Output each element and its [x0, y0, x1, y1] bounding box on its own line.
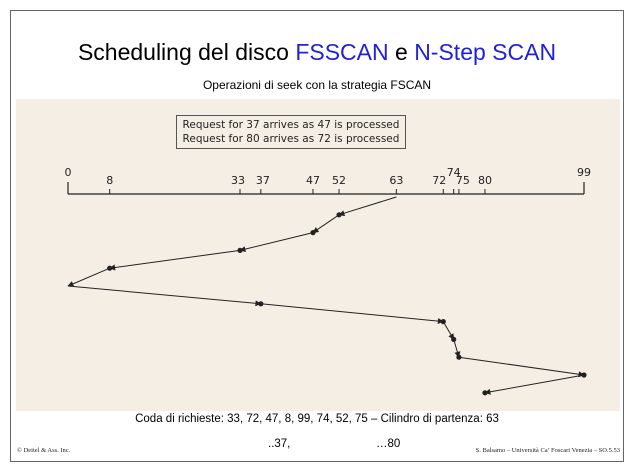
page-title: Scheduling del disco FSSCAN e N-Step SCA… — [11, 39, 623, 66]
seek-point-33 — [237, 247, 243, 253]
note-line-2: Request for 80 arrives as 72 is processe… — [182, 133, 400, 145]
seek-segment — [67, 285, 262, 307]
arrival-note-box: Request for 37 arrives as 47 is processe… — [176, 115, 406, 149]
title-middle: e — [388, 39, 415, 65]
seek-segment — [338, 196, 397, 217]
slide: Scheduling del disco FSSCAN e N-Step SCA… — [10, 10, 624, 462]
seek-segment — [484, 374, 585, 395]
tick-label-33: 33 — [231, 174, 245, 187]
seek-segment — [239, 232, 314, 253]
tick-label-99: 99 — [577, 166, 591, 179]
seek-point-8 — [107, 265, 113, 271]
seek-segment — [453, 339, 461, 358]
title-nstep: N-Step SCAN — [414, 39, 557, 65]
copyright: © Deitel & Ass. Inc. — [17, 447, 71, 454]
seek-point-99 — [581, 372, 587, 378]
seek-point-80 — [482, 390, 488, 396]
tick-label-52: 52 — [332, 174, 346, 187]
seek-point-74 — [451, 336, 457, 342]
seek-diagram: 0 8 33 37 47 52 63 72 74 75 80 99 Request for 37 ar… — [16, 99, 620, 411]
seek-segment — [67, 267, 110, 287]
tick-label-0: 0 — [65, 166, 72, 179]
tick-label-80: 80 — [478, 174, 492, 187]
arrival-37: ..37, — [268, 438, 291, 450]
tick-label-74: 74 — [447, 166, 461, 179]
arrival-80: …80 — [376, 438, 401, 450]
seek-segment — [312, 214, 340, 234]
subtitle: Operazioni di seek con la strategia FSCA… — [202, 78, 432, 92]
request-queue-text: Coda di richieste: 33, 72, 47, 8, 99, 74… — [135, 413, 499, 425]
title-fsscan: FSSCAN — [295, 39, 389, 65]
tick-label-72: 72 — [432, 174, 446, 187]
tick-label-75: 75 — [456, 174, 470, 187]
note-line-1: Request for 37 arrives as 47 is processe… — [182, 119, 400, 131]
slide-footer: S. Balsamo – Università Ca’ Foscari Vene… — [475, 447, 620, 454]
seek-segment — [109, 249, 241, 271]
seek-point-72 — [440, 319, 446, 325]
seek-point-52 — [336, 212, 342, 218]
title-prefix: Scheduling del disco — [77, 39, 296, 65]
seek-point-47 — [310, 230, 316, 236]
seek-point-75 — [456, 354, 462, 360]
seek-segment — [442, 321, 455, 340]
seek-segment — [260, 303, 444, 325]
seek-point-37 — [258, 301, 264, 307]
seek-segment — [458, 356, 585, 378]
tick-label-8: 8 — [106, 174, 113, 187]
tick-label-63: 63 — [389, 174, 403, 187]
tick-label-47: 47 — [306, 174, 320, 187]
tick-label-37: 37 — [256, 174, 270, 187]
